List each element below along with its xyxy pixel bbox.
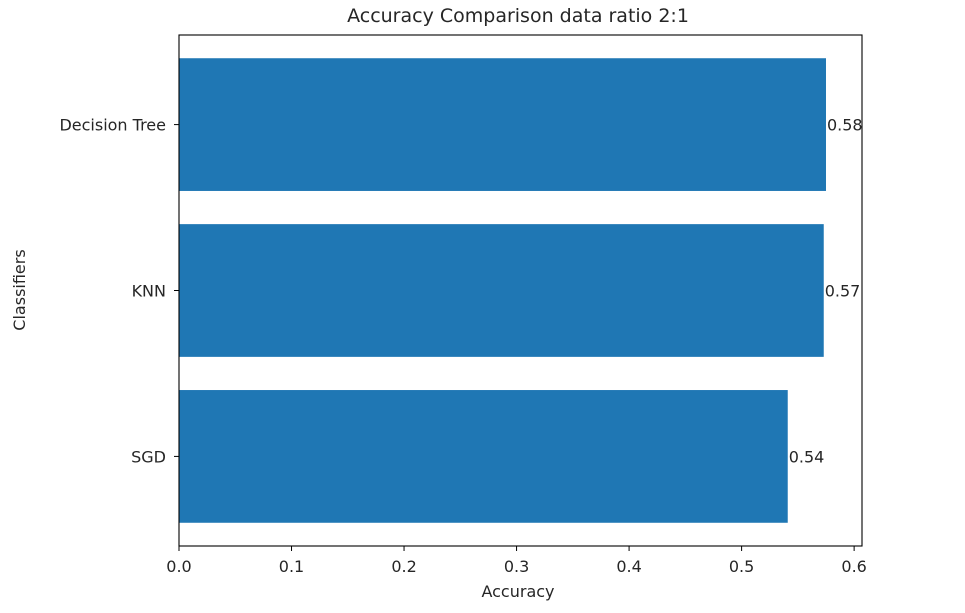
y-axis-title: Classifiers [10,249,29,330]
bar-value-label: 0.58 [827,116,863,135]
x-tick-label: 0.5 [729,557,754,576]
bars-group [179,58,826,523]
chart-title: Accuracy Comparison data ratio 2:1 [347,5,689,27]
bar-decision-tree [179,58,826,191]
x-tick-label: 0.0 [166,557,191,576]
y-axis-ticks: SGD KNN Decision Tree [59,116,179,466]
x-tick-label: 0.2 [391,557,416,576]
x-tick-label: 0.3 [504,557,529,576]
x-tick-label: 0.4 [616,557,641,576]
x-tick-label: 0.6 [841,557,866,576]
bar-value-label: 0.57 [825,282,861,301]
value-labels-group: 0.54 0.57 0.58 [789,116,863,467]
x-axis-ticks: 0.0 0.1 0.2 0.3 0.4 0.5 0.6 [166,546,867,576]
bar-knn [179,224,824,357]
y-tick-label: SGD [131,447,166,466]
bar-value-label: 0.54 [789,447,825,466]
bar-sgd [179,390,788,523]
x-axis-title: Accuracy [481,582,554,601]
y-tick-label: Decision Tree [59,116,166,135]
y-tick-label: KNN [132,282,166,301]
x-tick-label: 0.1 [279,557,304,576]
